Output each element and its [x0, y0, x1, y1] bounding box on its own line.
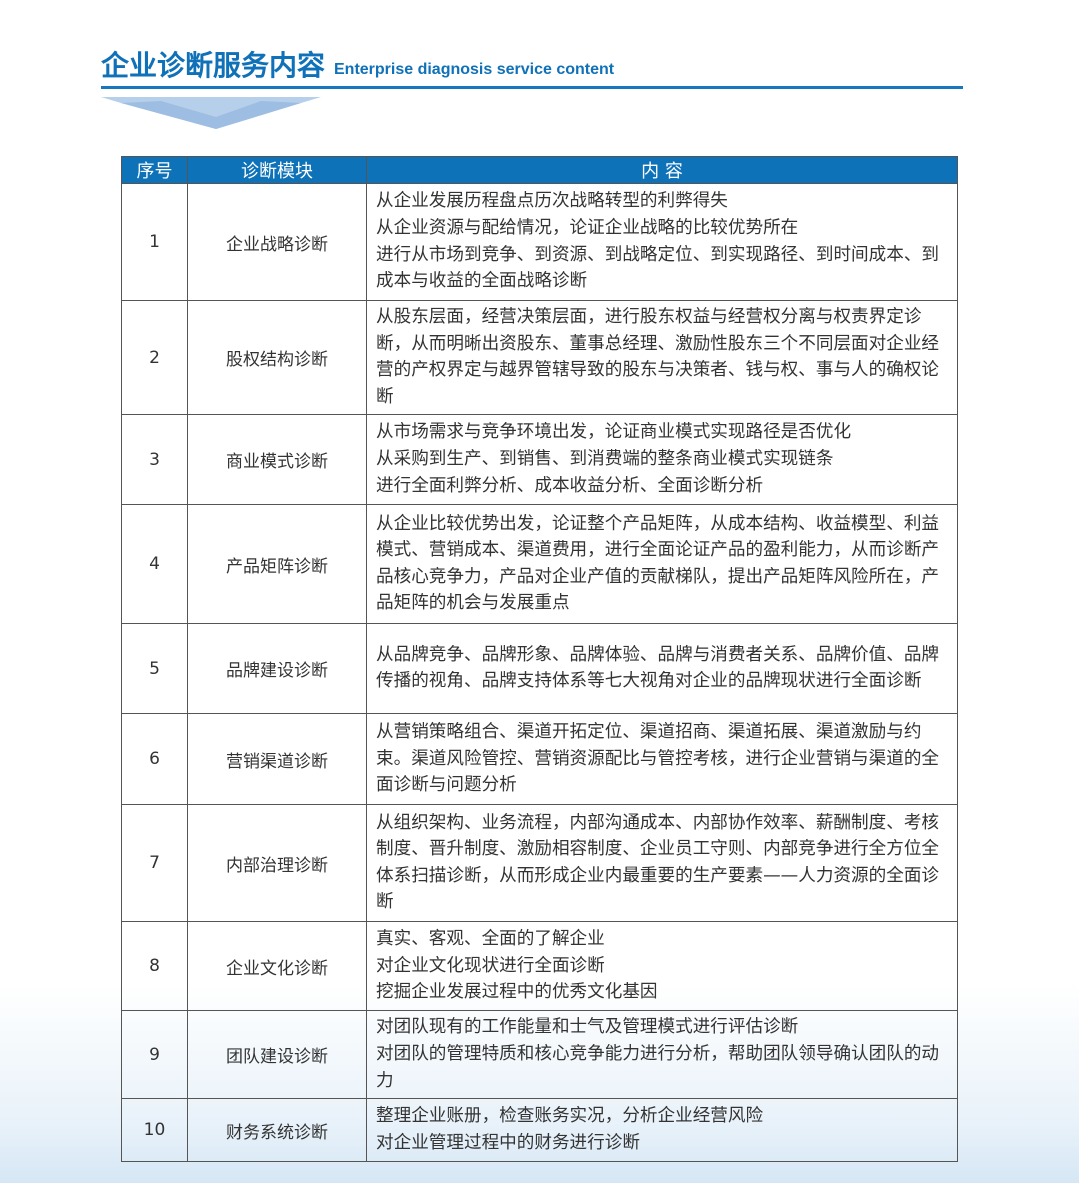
- table-row: 4 产品矩阵诊断 从企业比较优势出发，论证整个产品矩阵，从成本结构、收益模型、利益模…: [121, 504, 958, 625]
- row-content: 从企业比较优势出发，论证整个产品矩阵，从成本结构、收益模型、利益模式、营销成本、…: [366, 504, 958, 625]
- content-line: 进行全面利弊分析、成本收益分析、全面诊断分析: [376, 475, 764, 496]
- content-line: 从采购到生产、到销售、到消费端的整条商业模式实现链条: [376, 449, 834, 470]
- content-line: 从营销策略组合、渠道开拓定位、渠道招商、渠道拓展、渠道激励与约束。渠道风险管控、…: [376, 721, 940, 796]
- content-line: 进行从市场到竞争、到资源、到战略定位、到实现路径、到时间成本、到成本与收益的全面…: [376, 244, 940, 292]
- row-content: 从企业发展历程盘点历次战略转型的利弊得失从企业资源与配给情况，论证企业战略的比较…: [366, 183, 958, 301]
- table-row: 10 财务系统诊断 整理企业账册，检查账务实况，分析企业经营风险 对企业管理过程中的财…: [121, 1098, 958, 1163]
- table-row: 2 股权结构诊断 从股东层面，经营决策层面，进行股东权益与经营权分离与权责界定诊断，…: [121, 299, 958, 416]
- content-line: 挖掘企业发展过程中的优秀文化基因: [376, 982, 658, 1003]
- row-content: 真实、客观、全面的了解企业 对企业文化现状进行全面诊断挖掘企业发展过程中的优秀文化…: [366, 921, 958, 1012]
- column-header-module: 诊断模块: [187, 156, 367, 184]
- row-content: 对团队现有的工作能量和士气及管理模式进行评估诊断对团队的管理特质和核心竞争能力进…: [366, 1010, 958, 1100]
- chevron-decoration-icon: [101, 97, 321, 129]
- content-line: 从企业发展历程盘点历次战略转型的利弊得失: [376, 191, 728, 212]
- content-line: 对企业管理过程中的财务进行诊断: [376, 1132, 640, 1153]
- table-row: 3 商业模式诊断 从市场需求与竞争环境出发，论证商业模式实现路径是否优化 从采购到生产…: [121, 414, 958, 506]
- row-number: 10: [121, 1098, 188, 1163]
- row-module: 商业模式诊断: [187, 414, 367, 506]
- content-line: 从企业资源与配给情况，论证企业战略的比较优势所在: [376, 217, 799, 238]
- row-module: 产品矩阵诊断: [187, 504, 367, 625]
- row-number: 7: [121, 804, 188, 923]
- content-line: 整理企业账册，检查账务实况，分析企业经营风险: [376, 1106, 764, 1127]
- row-module: 财务系统诊断: [187, 1098, 367, 1163]
- page-title: 企业诊断服务内容: [101, 49, 326, 82]
- row-module: 品牌建设诊断: [187, 623, 367, 715]
- row-number: 5: [121, 623, 188, 715]
- table-row: 7 内部治理诊断 从组织架构、业务流程，内部沟通成本、内部协作效率、薪酬制度、考核制…: [121, 804, 958, 923]
- row-content: 从组织架构、业务流程，内部沟通成本、内部协作效率、薪酬制度、考核制度、晋升制度、…: [366, 804, 958, 923]
- row-module: 企业文化诊断: [187, 921, 367, 1012]
- row-content: 从股东层面，经营决策层面，进行股东权益与经营权分离与权责界定诊断，从而明晰出资股…: [366, 299, 958, 416]
- content-line: 从品牌竞争、品牌形象、品牌体验、品牌与消费者关系、品牌价值、品牌传播的视角、品牌…: [376, 644, 940, 692]
- column-header-content: 内 容: [366, 156, 958, 184]
- column-header-number: 序号: [121, 156, 188, 184]
- row-content: 从品牌竞争、品牌形象、品牌体验、品牌与消费者关系、品牌价值、品牌传播的视角、品牌…: [366, 623, 958, 715]
- row-module: 股权结构诊断: [187, 299, 367, 416]
- row-module: 内部治理诊断: [187, 804, 367, 923]
- row-number: 8: [121, 921, 188, 1012]
- row-content: 从市场需求与竞争环境出发，论证商业模式实现路径是否优化 从采购到生产、到销售、到消…: [366, 414, 958, 506]
- row-number: 6: [121, 713, 188, 806]
- row-content: 整理企业账册，检查账务实况，分析企业经营风险 对企业管理过程中的财务进行诊断: [366, 1098, 958, 1163]
- row-number: 1: [121, 183, 188, 301]
- row-module: 团队建设诊断: [187, 1010, 367, 1100]
- table-row: 8 企业文化诊断 真实、客观、全面的了解企业 对企业文化现状进行全面诊断挖掘企业发展过…: [121, 921, 958, 1012]
- content-line: 对团队的管理特质和核心竞争能力进行分析，帮助团队领导确认团队的动力: [376, 1043, 940, 1091]
- table-row: 9 团队建设诊断 对团队现有的工作能量和士气及管理模式进行评估诊断对团队的管理特质和…: [121, 1010, 958, 1100]
- table-header-row: 序号 诊断模块 内 容: [121, 156, 958, 184]
- row-number: 3: [121, 414, 188, 506]
- content-line: 真实、客观、全面的了解企业: [376, 928, 605, 949]
- row-module: 营销渠道诊断: [187, 713, 367, 806]
- content-line: 从市场需求与竞争环境出发，论证商业模式实现路径是否优化: [376, 422, 852, 443]
- content-line: 对企业文化现状进行全面诊断: [376, 955, 605, 976]
- table-row: 6 营销渠道诊断 从营销策略组合、渠道开拓定位、渠道招商、渠道拓展、渠道激励与约束。…: [121, 713, 958, 806]
- table-row: 5 品牌建设诊断 从品牌竞争、品牌形象、品牌体验、品牌与消费者关系、品牌价值、品牌传…: [121, 623, 958, 715]
- content-line: 从组织架构、业务流程，内部沟通成本、内部协作效率、薪酬制度、考核制度、晋升制度、…: [376, 812, 940, 913]
- row-module: 企业战略诊断: [187, 183, 367, 301]
- row-content: 从营销策略组合、渠道开拓定位、渠道招商、渠道拓展、渠道激励与约束。渠道风险管控、…: [366, 713, 958, 806]
- row-number: 4: [121, 504, 188, 625]
- diagnosis-table: 序号 诊断模块 内 容 1 企业战略诊断 从企业发展历程盘点历次战略转型的利弊得失从…: [121, 156, 958, 1163]
- row-number: 9: [121, 1010, 188, 1100]
- content-line: 对团队现有的工作能量和士气及管理模式进行评估诊断: [376, 1017, 799, 1038]
- content-line: 从股东层面，经营决策层面，进行股东权益与经营权分离与权责界定诊断，从而明晰出资股…: [376, 307, 940, 407]
- table-row: 1 企业战略诊断 从企业发展历程盘点历次战略转型的利弊得失从企业资源与配给情况，论证…: [121, 183, 958, 301]
- title-divider: [101, 86, 963, 89]
- row-number: 2: [121, 299, 188, 416]
- content-line: 从企业比较优势出发，论证整个产品矩阵，从成本结构、收益模型、利益模式、营销成本、…: [376, 513, 940, 614]
- page-subtitle: Enterprise diagnosis service content: [334, 61, 615, 78]
